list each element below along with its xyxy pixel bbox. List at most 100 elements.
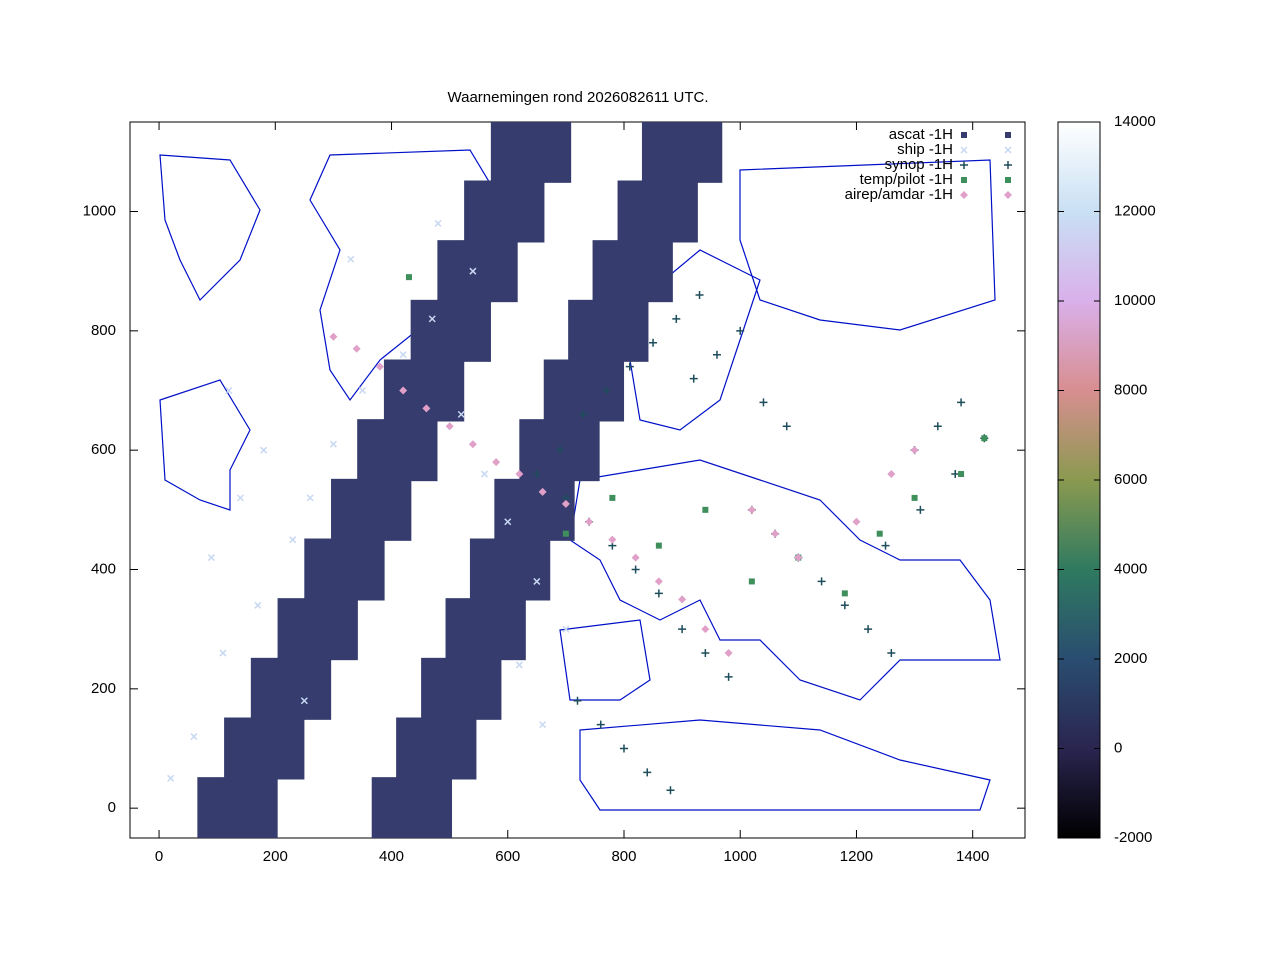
point xyxy=(492,458,501,467)
colorbar-label: 12000 xyxy=(1114,202,1156,219)
point xyxy=(357,478,386,541)
point xyxy=(747,505,756,514)
point xyxy=(724,672,733,681)
point xyxy=(649,338,658,347)
point xyxy=(357,419,386,482)
point xyxy=(462,299,491,362)
point xyxy=(490,180,519,243)
point xyxy=(631,565,640,574)
point xyxy=(448,717,477,780)
point xyxy=(579,410,588,419)
point xyxy=(654,589,663,598)
point xyxy=(471,598,500,661)
point xyxy=(933,422,942,431)
point xyxy=(643,180,672,243)
point xyxy=(543,122,572,183)
point xyxy=(494,478,523,541)
point xyxy=(887,470,896,479)
x-tick-label: 1000 xyxy=(724,848,757,865)
point xyxy=(678,595,687,604)
point xyxy=(794,553,803,562)
point xyxy=(585,517,594,526)
coastlines xyxy=(159,149,1001,811)
point xyxy=(881,541,890,550)
plot-points xyxy=(167,122,989,838)
point xyxy=(480,470,489,478)
point xyxy=(457,410,465,418)
point xyxy=(422,717,451,780)
point xyxy=(602,386,611,395)
point xyxy=(841,590,848,597)
legend-marker xyxy=(1004,191,1012,199)
point xyxy=(330,538,359,601)
y-tick-label: 200 xyxy=(91,680,116,697)
point xyxy=(383,419,412,482)
point xyxy=(887,649,896,658)
point xyxy=(306,494,314,502)
y-tick-label: 1000 xyxy=(83,202,116,219)
point xyxy=(712,350,721,359)
point xyxy=(436,299,465,362)
point xyxy=(840,601,849,610)
colorbar-label: 8000 xyxy=(1114,381,1147,398)
x-tick-label: 1400 xyxy=(956,848,989,865)
point xyxy=(497,598,526,661)
point xyxy=(759,398,768,407)
point xyxy=(644,240,673,303)
point xyxy=(519,419,548,482)
point xyxy=(303,657,332,720)
point xyxy=(620,299,649,362)
point xyxy=(329,332,338,341)
point xyxy=(469,538,498,601)
colorbar-label: 10000 xyxy=(1114,292,1156,309)
colorbar-label: 0 xyxy=(1114,739,1122,756)
point xyxy=(358,386,366,395)
point xyxy=(562,625,570,633)
point xyxy=(397,777,426,838)
point xyxy=(167,774,175,782)
point xyxy=(655,542,662,549)
point xyxy=(396,717,425,780)
point xyxy=(571,419,600,482)
point xyxy=(300,697,308,705)
y-tick-label: 0 xyxy=(108,799,116,816)
point xyxy=(672,314,681,323)
point xyxy=(520,478,549,541)
legend-label: synop -1H xyxy=(885,156,953,173)
plot-frame xyxy=(129,121,1026,839)
point xyxy=(304,538,333,601)
point xyxy=(618,240,647,303)
point xyxy=(190,733,198,741)
point xyxy=(249,777,278,838)
x-tick-label: 600 xyxy=(495,848,520,865)
point xyxy=(654,577,663,586)
point xyxy=(250,657,279,720)
point xyxy=(701,649,710,658)
point xyxy=(224,717,253,780)
point xyxy=(447,657,476,720)
x-tick-label: 0 xyxy=(155,848,163,865)
x-tick-label: 400 xyxy=(379,848,404,865)
colorbar-label: 4000 xyxy=(1114,560,1147,577)
point xyxy=(573,696,582,705)
point xyxy=(347,255,355,263)
point xyxy=(522,538,551,601)
legend-marker xyxy=(1005,132,1011,138)
point xyxy=(473,657,502,720)
point xyxy=(543,359,572,422)
point xyxy=(250,717,279,780)
point xyxy=(410,359,439,422)
point xyxy=(864,625,873,634)
point xyxy=(951,470,960,479)
y-tick-label: 400 xyxy=(91,560,116,577)
legend-marker xyxy=(961,177,967,183)
point xyxy=(631,553,640,562)
point xyxy=(594,299,623,362)
point xyxy=(619,744,628,753)
x-tick-label: 200 xyxy=(263,848,288,865)
point xyxy=(724,649,733,658)
point xyxy=(260,446,268,454)
point xyxy=(223,777,252,838)
point xyxy=(399,351,407,359)
